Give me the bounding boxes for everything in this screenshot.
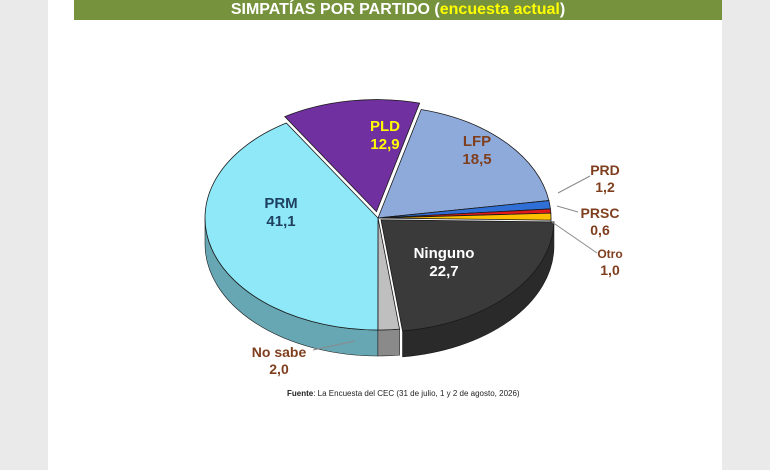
- value-no-sabe: 2,0: [269, 361, 289, 377]
- source-label: Fuente: [287, 389, 314, 398]
- chart-title-paren-close: ): [559, 1, 566, 18]
- slice-ninguno: [380, 219, 555, 332]
- chart-title-banner: SIMPATÍAS POR PARTIDO (encuesta actual): [74, 0, 722, 20]
- right-margin-strip: [722, 0, 770, 470]
- value-prm: 41,1: [266, 213, 295, 230]
- leader-prd: [557, 175, 591, 194]
- value-otro: 1,0: [600, 262, 620, 278]
- left-margin-strip: [0, 0, 48, 470]
- label-pld: PLD: [370, 118, 400, 135]
- label-no-sabe: No sabe: [252, 344, 307, 360]
- slice-side-no-sabe: [377, 328, 400, 357]
- chart-title-paren-open: (: [434, 1, 440, 18]
- slice-otro: [377, 212, 552, 221]
- chart-title-main: SIMPATÍAS POR PARTIDO: [230, 1, 430, 18]
- label-ninguno: Ninguno: [414, 245, 475, 262]
- label-prm: PRM: [264, 195, 297, 212]
- label-prsc: PRSC: [581, 205, 620, 221]
- slice-lfp: [377, 109, 550, 219]
- label-prd: PRD: [590, 162, 620, 178]
- slice-prm: [204, 122, 379, 331]
- leader-otro: [551, 221, 598, 254]
- chart-title-accent: encuesta actual: [439, 1, 560, 18]
- leader-no-sabe: [312, 340, 356, 351]
- label-otro: Otro: [597, 247, 622, 261]
- source-note: Fuente: La Encuesta del CEC (31 de julio…: [287, 389, 520, 398]
- value-prsc: 0,6: [590, 222, 610, 238]
- value-ninguno: 22,7: [429, 263, 458, 280]
- value-pld: 12,9: [370, 136, 399, 153]
- value-prd: 1,2: [595, 179, 615, 195]
- value-lfp: 18,5: [462, 151, 491, 168]
- label-lfp: LFP: [463, 133, 491, 150]
- slice-pld: [284, 99, 421, 213]
- source-text: : La Encuesta del CEC (31 de julio, 1 y …: [313, 389, 520, 398]
- leader-prsc: [556, 205, 579, 213]
- pie-tops: [204, 99, 555, 332]
